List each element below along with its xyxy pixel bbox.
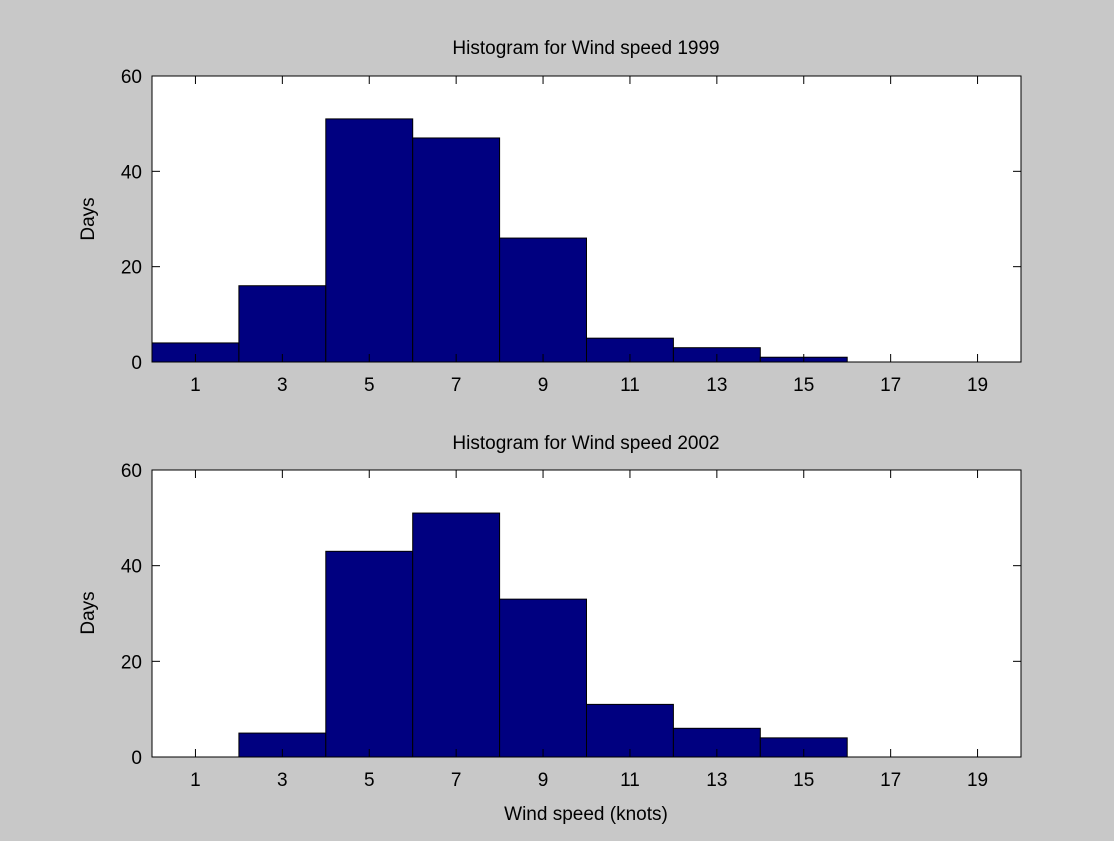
- y-tick-label: 0: [131, 748, 142, 769]
- x-tick-label: 5: [364, 770, 375, 791]
- x-tick-label: 19: [967, 375, 988, 396]
- y-tick-label: 60: [121, 67, 142, 88]
- x-tick-label: 11: [620, 375, 640, 396]
- histogram-bar: [325, 118, 414, 363]
- axes-frame: [151, 469, 1022, 758]
- x-tick-label: 3: [277, 770, 288, 791]
- bar-group: [238, 512, 848, 758]
- histogram-bar: [499, 598, 588, 758]
- histogram-bar: [238, 285, 327, 363]
- axes-frame: [151, 75, 1022, 363]
- x-tick-label: 7: [451, 770, 462, 791]
- x-tick-label: 5: [364, 375, 375, 396]
- histogram-bar: [325, 550, 414, 758]
- histogram-bar: [412, 137, 501, 363]
- y-tick-label: 20: [121, 652, 142, 673]
- x-tick-label: 1: [190, 375, 201, 396]
- y-tick-label: 20: [121, 258, 142, 279]
- x-tick-label: 11: [620, 770, 640, 791]
- x-tick-label: 1: [190, 770, 201, 791]
- x-tick-label: 17: [880, 375, 901, 396]
- x-tick-label: 17: [880, 770, 901, 791]
- y-tick-label: 0: [131, 353, 142, 374]
- histogram-bar: [586, 703, 674, 758]
- x-tick-label: 15: [793, 375, 814, 396]
- x-tick-label: 7: [451, 375, 462, 396]
- chart-title: Histogram for Wind speed 2002: [452, 433, 719, 454]
- y-tick-label: 40: [121, 162, 142, 183]
- x-tick-label: 15: [793, 770, 814, 791]
- x-tick-label: 9: [538, 770, 549, 791]
- x-tick-label: 19: [967, 770, 988, 791]
- histogram-bar: [412, 512, 501, 758]
- x-tick-label: 13: [706, 770, 727, 791]
- y-axis-label: Days: [78, 197, 99, 240]
- y-tick-label: 60: [121, 461, 142, 482]
- y-tick-label: 40: [121, 557, 142, 578]
- histogram-bar: [499, 237, 588, 363]
- chart-title: Histogram for Wind speed 1999: [452, 38, 719, 59]
- x-tick-label: 9: [538, 375, 549, 396]
- x-axis-label: Wind speed (knots): [504, 804, 668, 825]
- bar-group: [151, 118, 848, 363]
- y-axis-label: Days: [78, 591, 99, 634]
- x-tick-label: 3: [277, 375, 288, 396]
- x-tick-label: 13: [706, 375, 727, 396]
